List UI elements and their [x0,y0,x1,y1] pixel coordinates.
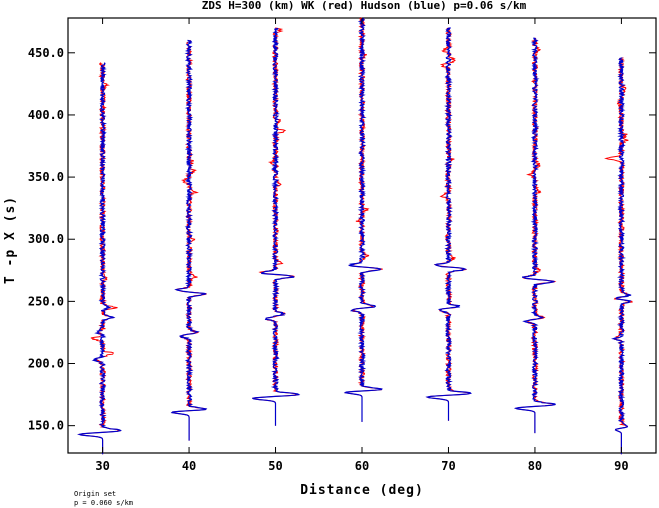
y-tick-label: 400.0 [28,108,64,122]
y-axis-label: T -p X (s) [3,196,18,284]
y-tick-label: 250.0 [28,294,64,308]
trace-wk-red [77,62,121,455]
trace-wk-red [514,37,557,434]
y-axis-ticks: 150.0 200.0 250.0 300.0 350.0 400.0 450.0 [28,46,656,433]
trace-hudson-blue [252,27,301,426]
y-tick-label: 450.0 [28,46,64,60]
x-tick-label: 30 [95,459,109,473]
trace-hudson-blue [425,27,472,421]
x-tick-label: 50 [268,459,282,473]
x-tick-label: 70 [441,459,455,473]
x-tick-label: 40 [182,459,196,473]
y-tick-label: 200.0 [28,357,64,371]
trace-hudson-blue [343,17,383,422]
y-tick-label: 300.0 [28,232,64,246]
footer-ray-parameter: p = 0.060 s/km [74,499,133,507]
x-axis-label: Distance (deg) [300,483,424,498]
seismogram-traces [77,17,633,455]
trace-hudson-blue [611,57,632,455]
x-tick-label: 60 [355,459,369,473]
y-tick-label: 350.0 [28,170,64,184]
footer-origin-note: Origin set [74,490,116,498]
y-tick-label: 150.0 [28,419,64,433]
x-axis-ticks: 30 40 50 60 70 80 90 [95,18,629,473]
chart-title: ZDS H=300 (km) WK (red) Hudson (blue) p=… [202,0,527,12]
trace-hudson-blue [170,39,208,441]
trace-hudson-blue [77,62,122,455]
x-tick-label: 90 [614,459,628,473]
trace-hudson-blue [513,37,556,434]
x-tick-label: 80 [528,459,542,473]
trace-wk-red [604,57,633,455]
